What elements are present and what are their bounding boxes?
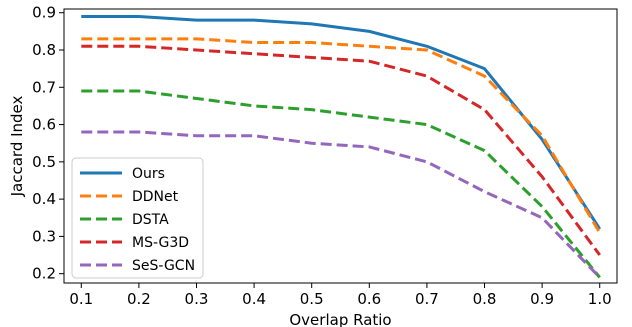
y-tick-label: 0.3 [32, 227, 56, 245]
x-tick-label: 0.1 [69, 290, 93, 308]
x-tick-label: 0.5 [300, 290, 324, 308]
legend-box [71, 157, 204, 279]
series-line-ddnet [81, 37, 602, 234]
x-tick-label: 0.6 [357, 290, 381, 308]
plot-frame [63, 8, 618, 284]
x-tick-label: 0.3 [185, 290, 209, 308]
x-tick-label: 0.7 [415, 290, 439, 308]
y-tick-label: 0.9 [32, 4, 56, 22]
x-axis: 0.1 0.2 0.3 0.4 0.5 0.6 0.7 0.8 0.9 1.0 [69, 283, 612, 308]
y-tick-label: 0.6 [32, 116, 56, 134]
x-axis-label: Overlap Ratio [289, 311, 391, 327]
series-line-ms-g3d [81, 44, 601, 256]
plot-lines [81, 14, 602, 279]
y-tick-label: 0.2 [32, 265, 56, 283]
y-tick-label: 0.8 [32, 41, 56, 59]
y-axis-label: Jaccard Index [8, 95, 26, 197]
legend-label: DDNet [132, 189, 179, 205]
legend-label: MS-G3D [132, 235, 189, 251]
legend: Ours DDNet DSTA MS-G3D SeS-GCN [71, 157, 204, 279]
x-tick-label: 0.9 [530, 290, 554, 308]
series-line-dsta [81, 89, 601, 279]
legend-label: DSTA [132, 212, 169, 228]
y-tick-label: 0.5 [32, 153, 56, 171]
legend-label: Ours [132, 166, 165, 182]
series-line-ses-gcn [81, 130, 601, 279]
x-tick-label: 0.2 [127, 290, 151, 308]
x-tick-label: 0.4 [242, 290, 266, 308]
x-tick-label: 1.0 [588, 290, 612, 308]
y-tick-label: 0.7 [32, 78, 56, 96]
y-axis: 0.2 0.3 0.4 0.5 0.6 0.7 0.8 0.9 [32, 4, 64, 283]
x-tick-label: 0.8 [473, 290, 497, 308]
legend-label: SeS-GCN [132, 258, 195, 274]
y-tick-label: 0.4 [32, 190, 56, 208]
